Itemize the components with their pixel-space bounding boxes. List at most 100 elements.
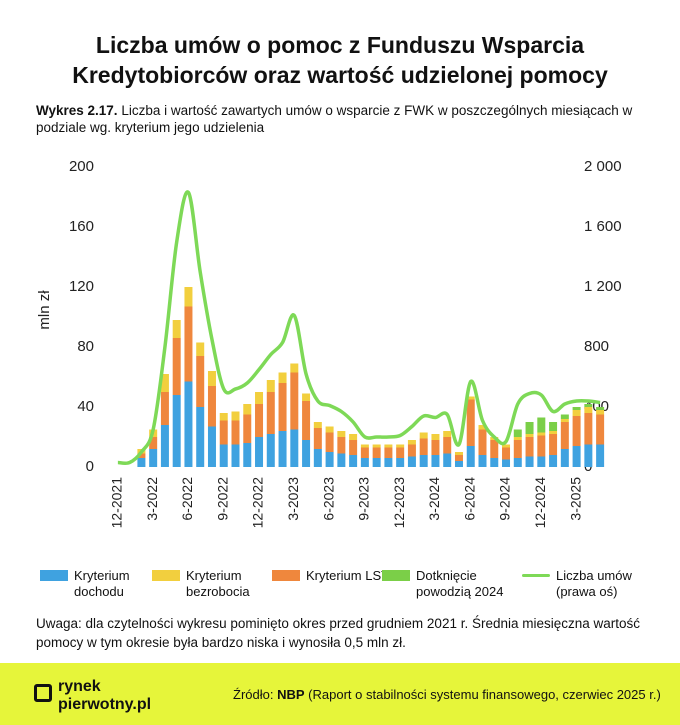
bar-segment	[549, 422, 558, 431]
y-tick-label: 80	[77, 338, 94, 355]
y-tick-label: 120	[69, 278, 94, 295]
bar-segment	[290, 372, 299, 430]
bar-segment	[372, 444, 381, 448]
legend-swatch	[382, 570, 410, 581]
legend-label: Dotknięcie powodzią 2024	[416, 568, 504, 599]
bar-segment	[325, 432, 334, 452]
legend-swatch	[522, 574, 550, 577]
bar-segment	[172, 320, 181, 338]
bar-segment	[466, 446, 475, 467]
y2-tick-label: 1 200	[584, 278, 622, 295]
bar-segment	[231, 444, 240, 467]
bar-segment	[502, 459, 511, 467]
x-tick-label: 9-2023	[356, 477, 372, 521]
x-tick-label: 9-2022	[214, 477, 230, 521]
x-tick-label: 3-2025	[567, 477, 583, 521]
bar-segment	[502, 447, 511, 460]
bar-segment	[184, 381, 193, 467]
bar-segment	[549, 434, 558, 455]
bar-segment	[207, 386, 216, 427]
source: Źródło: NBP (Raport o stabilności system…	[233, 687, 661, 702]
bar-segment	[513, 437, 522, 440]
bar-segment	[184, 287, 193, 307]
bar-segment	[302, 401, 311, 440]
legend-label: Kryterium LSTI	[306, 568, 393, 583]
bar-segment	[443, 431, 452, 437]
bar-segment	[384, 447, 393, 458]
bar-segment	[243, 404, 252, 415]
bar-segment	[349, 440, 358, 455]
source-org: NBP	[277, 687, 305, 702]
bar-segment	[596, 410, 605, 415]
bar-segment	[207, 426, 216, 467]
logo-text: rynek	[58, 678, 101, 695]
bar-segment	[325, 426, 334, 433]
logo-text: pierwotny.pl	[58, 696, 152, 713]
bar-segment	[419, 432, 428, 439]
bar-segment	[431, 440, 440, 455]
bar-segment	[396, 458, 405, 467]
bar-segment	[290, 363, 299, 373]
bar-segment	[349, 455, 358, 467]
bar-segment	[513, 440, 522, 458]
bar-segment	[243, 414, 252, 443]
bar-segment	[207, 371, 216, 386]
x-tick-label: 12-2023	[391, 477, 407, 529]
bar-segment	[407, 456, 416, 467]
bar-segment	[407, 444, 416, 457]
y2-tick-label: 1 600	[584, 218, 622, 235]
legend-swatch	[40, 570, 68, 581]
note: Uwaga: dla czytelności wykresu pominięto…	[36, 616, 641, 650]
bar-segment	[560, 419, 569, 422]
bar-segment	[466, 399, 475, 446]
bar-segment	[525, 434, 534, 437]
x-tick-label: 6-2022	[179, 477, 195, 521]
bar-segment	[160, 425, 169, 467]
bar-segment	[396, 447, 405, 458]
bar-segment	[160, 392, 169, 425]
bar-segment	[337, 437, 346, 454]
bar-segment	[196, 356, 205, 407]
legend-label: Kryterium bezrobocia	[186, 568, 250, 599]
legend-swatch	[272, 570, 300, 581]
bar-segment	[525, 437, 534, 457]
bar-segment	[478, 429, 487, 455]
x-tick-label: 3-2023	[285, 477, 301, 521]
bar-segment	[349, 434, 358, 440]
bar-segment	[184, 306, 193, 382]
bar-segment	[396, 444, 405, 448]
bar-segment	[466, 396, 475, 400]
y-tick-label: 40	[77, 398, 94, 415]
bar-segment	[537, 435, 546, 457]
bar-segment	[537, 456, 546, 467]
x-tick-label: 6-2024	[461, 477, 477, 521]
bar-segment	[419, 438, 428, 455]
bar-segment	[231, 411, 240, 421]
bar-segment	[360, 458, 369, 467]
bar-segment	[302, 440, 311, 467]
subtitle: Wykres 2.17. Liczba i wartość zawartych …	[36, 102, 656, 136]
y2-tick-label: 800	[584, 338, 609, 355]
title-line: Liczba umów o pomoc z Funduszu Wsparcia	[95, 32, 585, 58]
bar-segment	[407, 440, 416, 445]
y2-tick-label: 2 000	[584, 158, 622, 175]
bar-segment	[584, 404, 593, 407]
bar-segment	[454, 452, 463, 455]
legend-label: Liczba umów (prawa oś)	[556, 568, 632, 599]
bar-segment	[290, 429, 299, 467]
subtitle-text: Liczba i wartość zawartych umów o wsparc…	[36, 103, 633, 135]
x-tick-label: 3-2024	[426, 477, 442, 521]
bar-segment	[255, 404, 264, 437]
bar-segment	[384, 444, 393, 448]
bar-segment	[502, 444, 511, 448]
source-text: (Raport o stabilności systemu finansoweg…	[308, 687, 661, 702]
y-tick-label: 200	[69, 158, 94, 175]
footer: rynek pierwotny.pl Źródło: NBP (Raport o…	[0, 663, 680, 725]
bar-segment	[372, 458, 381, 467]
bar-segment	[431, 434, 440, 440]
bar-segment	[549, 431, 558, 434]
x-tick-label: 3-2022	[144, 477, 160, 521]
bar-segment	[219, 413, 228, 421]
